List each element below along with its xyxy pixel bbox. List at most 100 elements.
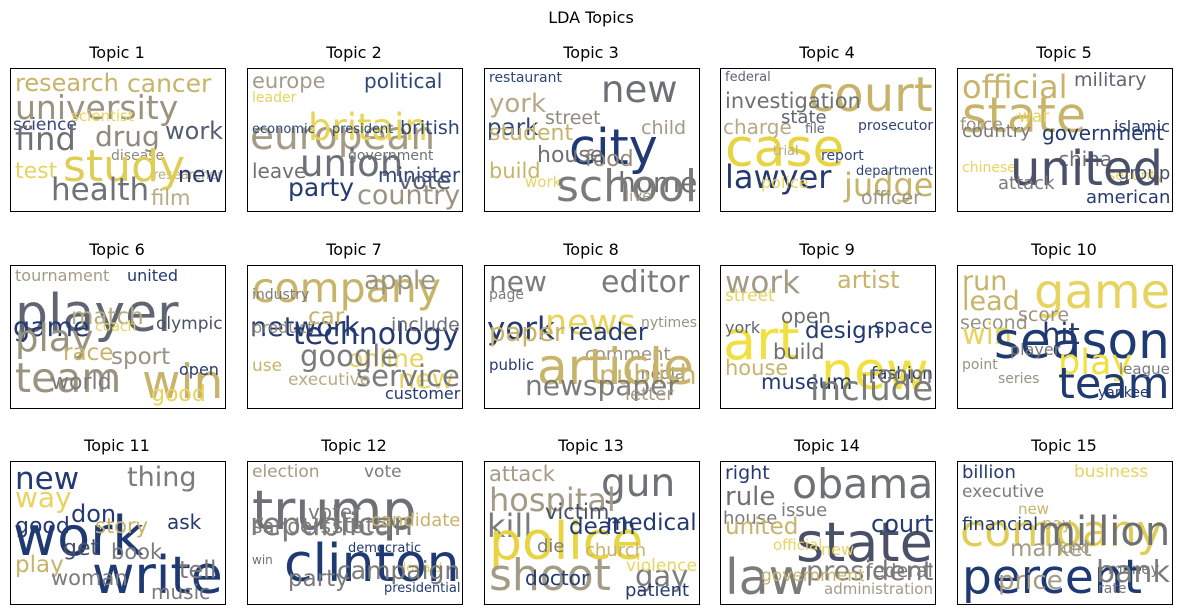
word: hospital (489, 481, 616, 519)
word: yankee (1098, 385, 1149, 401)
word: united (725, 514, 799, 540)
topic-title: Topic 10 (1031, 240, 1097, 259)
word: country (962, 121, 1031, 142)
word: way (15, 481, 72, 514)
word: percent (962, 550, 1143, 605)
word: new (1018, 500, 1050, 518)
word: build (773, 340, 825, 364)
word: vote (364, 462, 402, 482)
word: museum (761, 370, 853, 394)
topic-wordcloud: new thing way work don good story ask book write p… (10, 461, 226, 605)
word: live (625, 187, 652, 205)
word: team (15, 354, 122, 402)
word: fund (1058, 541, 1090, 557)
word: player (15, 284, 179, 344)
word: don (71, 500, 117, 528)
word: good (15, 514, 70, 539)
word: police (489, 512, 644, 572)
word: new (821, 540, 855, 559)
word: study (63, 141, 186, 192)
topic-wordcloud: europe political leader european britain econ… (247, 68, 463, 212)
word: department (856, 164, 933, 179)
word: doctor (525, 566, 590, 590)
word: vote (398, 167, 452, 195)
word: point (962, 357, 998, 373)
word: get (63, 536, 100, 561)
word: media (635, 364, 685, 383)
word: season (994, 312, 1170, 370)
word: right (725, 462, 770, 484)
word: article (537, 338, 694, 396)
topic-title: Topic 7 (326, 240, 382, 259)
topic-wordcloud: billion business executive company new financ… (957, 461, 1173, 605)
word: obama (792, 461, 934, 508)
word: good (151, 382, 206, 407)
topic-wordcloud: research cancer university science scientist… (10, 68, 226, 212)
word: file (805, 122, 825, 137)
word: comment (585, 344, 671, 365)
word: official (962, 68, 1068, 106)
word: letter (625, 384, 674, 405)
word: editor (601, 265, 690, 300)
word: federal (866, 560, 933, 582)
word: player (1010, 340, 1061, 359)
word: british (400, 117, 460, 139)
word: donald (398, 561, 443, 576)
topic-wordcloud: official military state force war country gove… (957, 68, 1173, 212)
word: sport (111, 344, 171, 370)
word: industry (252, 287, 310, 303)
word: new (398, 364, 454, 395)
word: market (1010, 536, 1092, 562)
word: school (556, 161, 698, 212)
word: public (489, 356, 535, 374)
word: house (725, 356, 789, 380)
word: city (569, 119, 658, 176)
word: country (357, 180, 461, 211)
word: artist (837, 266, 900, 294)
word: page (489, 287, 524, 303)
word: trump (252, 479, 417, 542)
word: lawyer (725, 158, 832, 196)
word: customer (385, 384, 461, 403)
word: new (178, 163, 224, 188)
word: apple (364, 266, 437, 296)
word: music (151, 580, 211, 604)
word: thing (127, 462, 197, 493)
word: work (165, 117, 224, 145)
word: officer (861, 187, 921, 209)
word: business (1074, 462, 1149, 482)
word: cancer (127, 69, 212, 98)
word: prosecutor (858, 118, 934, 134)
word: team (1058, 359, 1170, 409)
word: issue (781, 500, 828, 521)
word: write (92, 546, 223, 605)
word: united (127, 266, 178, 285)
word: new (601, 68, 678, 111)
word: report (821, 148, 864, 164)
word: attack (489, 462, 555, 486)
word: trial (773, 144, 799, 159)
topic-title: Topic 5 (1036, 43, 1092, 62)
topic-title: Topic 2 (326, 43, 382, 62)
topic-wordcloud: work artist street art open york design space ne… (720, 265, 936, 409)
word: security (1108, 168, 1164, 184)
word: rule (725, 482, 776, 512)
word: court (871, 510, 934, 538)
word: art (723, 309, 800, 372)
word: law (725, 549, 809, 605)
word: million (1037, 509, 1171, 555)
word: election (252, 462, 320, 482)
word: union (300, 142, 404, 185)
word: new (489, 265, 547, 298)
word: state (781, 107, 827, 128)
word: woman (51, 566, 128, 590)
word: new (821, 342, 929, 402)
topic-title: Topic 15 (1031, 436, 1097, 455)
word: build (489, 159, 541, 183)
word: leader (252, 90, 297, 106)
word: government (348, 148, 434, 164)
word: executive (962, 482, 1045, 502)
word: work (525, 173, 562, 191)
word: federal (725, 70, 771, 85)
word: science (13, 115, 77, 135)
